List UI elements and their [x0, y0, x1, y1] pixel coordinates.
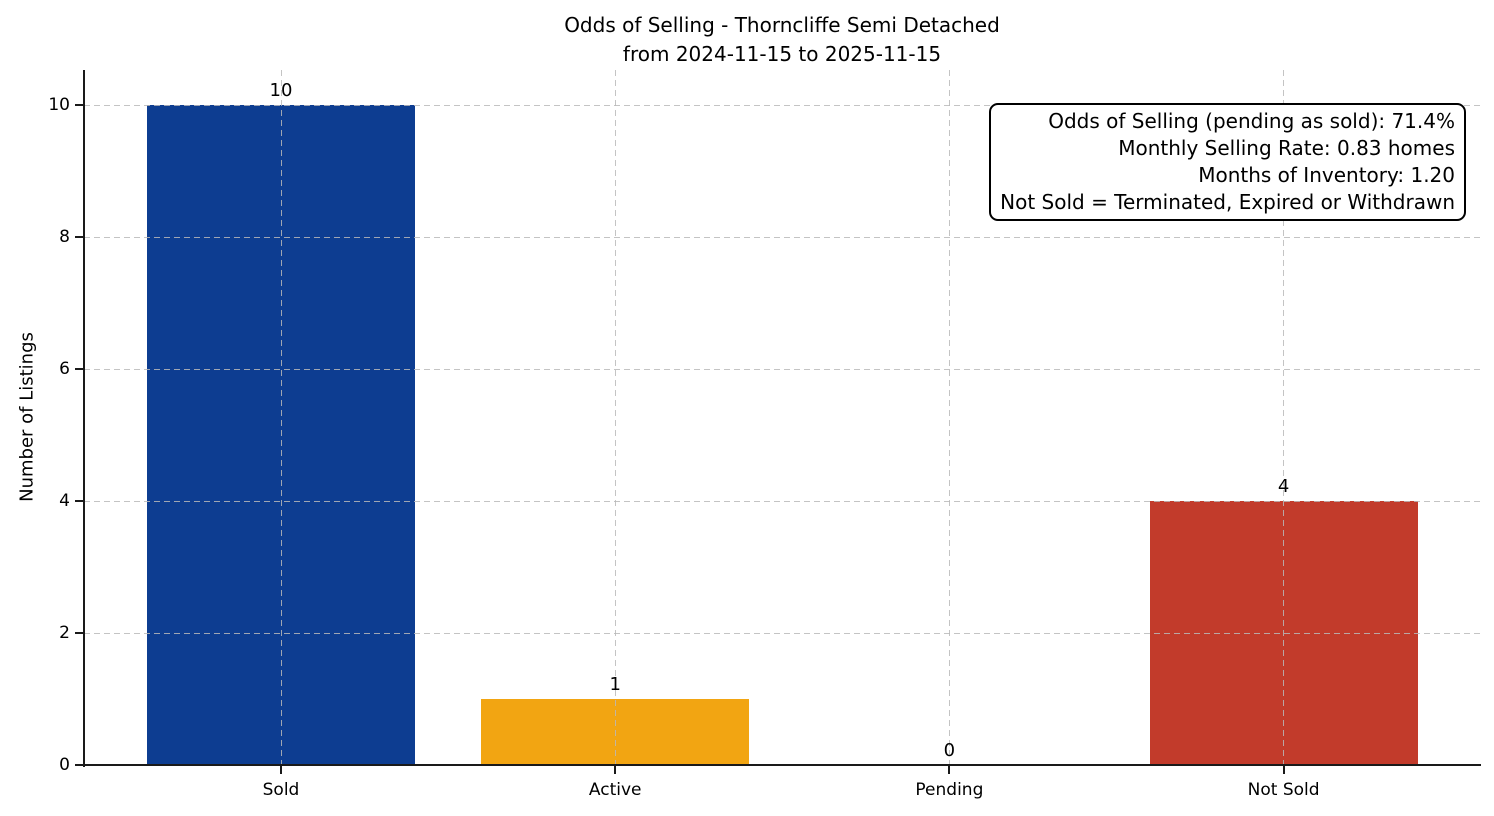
- x-tick-mark: [614, 766, 617, 774]
- y-tick-label: 4: [59, 491, 70, 511]
- horizontal-gridline: [84, 368, 1480, 370]
- bar-value-label: 4: [1277, 476, 1290, 497]
- y-tick-mark: [75, 236, 84, 238]
- bar-value-label: 1: [609, 674, 621, 695]
- vertical-gridline: [1283, 70, 1285, 765]
- stats-annotation-box: Odds of Selling (pending as sold): 71.4%…: [989, 103, 1466, 221]
- vertical-gridline: [280, 70, 282, 765]
- x-axis-spine: [83, 764, 1481, 766]
- horizontal-gridline: [84, 632, 1480, 634]
- x-tick-mark: [1282, 766, 1285, 774]
- x-tick-label: Sold: [262, 780, 300, 800]
- y-tick-label: 10: [48, 95, 70, 115]
- y-tick-mark: [75, 104, 84, 106]
- x-tick-label: Not Sold: [1247, 780, 1320, 800]
- x-tick-mark: [280, 766, 282, 774]
- annotation-line: Odds of Selling (pending as sold): 71.4%: [1048, 109, 1455, 133]
- horizontal-gridline: [84, 236, 1480, 238]
- y-tick-label: 2: [59, 623, 70, 643]
- vertical-gridline: [614, 70, 616, 765]
- bar-value-label: 10: [269, 80, 293, 101]
- x-tick-label: Pending: [915, 780, 984, 800]
- vertical-gridline: [948, 70, 950, 765]
- x-tick-label: Active: [588, 780, 642, 800]
- chart-title: Odds of Selling - Thorncliffe Semi Detac…: [564, 13, 1000, 66]
- y-tick-mark: [75, 632, 84, 634]
- y-tick-mark: [75, 368, 84, 370]
- bar-value-label: 0: [943, 740, 956, 761]
- y-tick-label: 8: [59, 227, 70, 247]
- horizontal-gridline: [84, 104, 1480, 106]
- y-tick-mark: [75, 500, 84, 502]
- annotation-line: Not Sold = Terminated, Expired or Withdr…: [1000, 190, 1455, 214]
- annotation-line: Monthly Selling Rate: 0.83 homes: [1118, 136, 1455, 160]
- y-tick-label: 0: [59, 755, 70, 775]
- annotation-line: Months of Inventory: 1.20: [1198, 163, 1455, 187]
- y-axis-spine: [83, 70, 85, 767]
- horizontal-gridline: [84, 500, 1480, 502]
- y-tick-label: 6: [59, 359, 70, 379]
- y-tick-mark: [75, 764, 84, 766]
- x-tick-mark: [948, 766, 951, 774]
